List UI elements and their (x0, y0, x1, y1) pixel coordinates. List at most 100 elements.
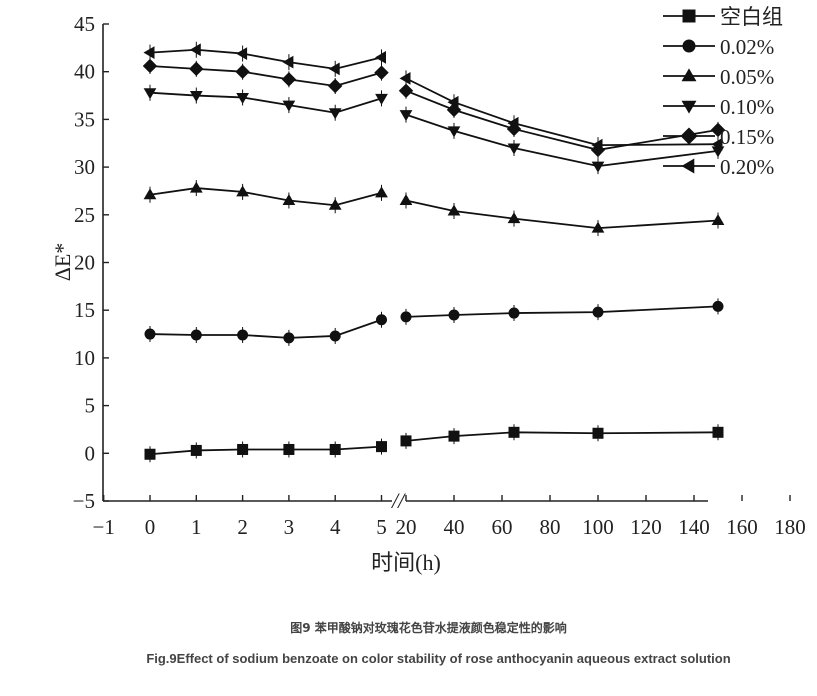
data-point (189, 43, 201, 57)
data-point (375, 93, 388, 105)
data-point (508, 426, 520, 438)
x-tick-label: 140 (678, 515, 710, 539)
data-point (507, 143, 521, 155)
data-point (376, 314, 387, 326)
data-point (374, 65, 389, 80)
data-point (189, 91, 203, 103)
data-point (399, 110, 413, 122)
y-tick-label: 15 (74, 298, 95, 322)
data-point (448, 309, 460, 321)
series-line (149, 318, 382, 339)
data-point (237, 443, 249, 455)
data-point (376, 441, 387, 453)
data-point (712, 426, 724, 438)
legend-entry-1: 0.02% (663, 35, 774, 59)
data-point (398, 83, 414, 98)
y-tick-label: 0 (85, 441, 96, 465)
legend-label: 0.02% (720, 35, 774, 59)
y-tick-label: 30 (74, 155, 95, 179)
data-point (327, 78, 343, 94)
x-tick-label: 160 (726, 515, 758, 539)
data-point (507, 116, 519, 130)
data-point (328, 62, 340, 76)
data-point (328, 108, 342, 120)
data-point (400, 435, 412, 447)
x-tick-label: 5 (376, 515, 387, 539)
x-tick-label: 120 (630, 515, 662, 539)
legend-marker (682, 39, 696, 53)
data-point (282, 193, 296, 205)
data-point (447, 126, 461, 138)
legend-label: 空白组 (720, 5, 783, 29)
series-2 (143, 180, 725, 237)
legend-label: 0.10% (720, 95, 774, 119)
data-point (375, 51, 386, 64)
y-tick-label: 45 (74, 12, 95, 36)
y-axis-title: ΔE* (50, 243, 75, 282)
y-tick-label: −5 (73, 489, 95, 513)
x-axis-title: 时间(h) (371, 550, 441, 575)
series-4 (142, 57, 726, 158)
data-point (235, 64, 250, 79)
data-point (143, 46, 155, 59)
data-point (143, 188, 157, 200)
x-tick-label: 3 (284, 515, 295, 539)
data-point (400, 311, 412, 323)
legend-marker (681, 68, 697, 82)
legend-marker (680, 127, 698, 145)
data-point (190, 329, 202, 341)
series-5 (143, 41, 723, 154)
series-line (149, 445, 382, 456)
data-point (283, 332, 295, 344)
data-point (282, 100, 296, 112)
series-line (149, 91, 382, 114)
data-point (447, 204, 461, 216)
data-point (399, 193, 413, 205)
series-line (149, 48, 382, 70)
data-point (142, 58, 158, 74)
data-point (236, 47, 248, 60)
y-tick-label: 35 (74, 107, 95, 131)
legend-marker (681, 100, 697, 114)
data-point (592, 306, 604, 318)
legend-entry-0: 空白组 (663, 5, 783, 29)
x-tick-label: 20 (396, 515, 417, 539)
series-line (149, 65, 382, 87)
x-tick-label: 100 (582, 515, 614, 539)
data-point (591, 138, 603, 152)
data-point (711, 214, 725, 226)
data-point (236, 92, 249, 104)
legend-entry-2: 0.05% (663, 65, 774, 89)
data-point (591, 161, 605, 173)
legend-entry-4: 0.15% (663, 125, 774, 149)
data-point (190, 444, 202, 456)
y-tick-label: 5 (85, 394, 96, 418)
legend-label: 0.05% (720, 65, 774, 89)
legend-marker (682, 9, 696, 23)
data-point (281, 72, 297, 87)
caption-english: Fig.9Effect of sodium benzoate on color … (146, 651, 731, 666)
x-tick-label: 4 (330, 515, 341, 539)
data-point (144, 448, 156, 460)
series-1 (144, 298, 724, 346)
x-tick-label: 1 (191, 515, 202, 539)
y-tick-label: 10 (74, 346, 95, 370)
data-point (375, 186, 388, 198)
data-point (143, 88, 157, 100)
data-point (189, 61, 204, 77)
legend-label: 0.15% (720, 125, 774, 149)
data-point (189, 181, 203, 193)
data-point (507, 212, 521, 224)
data-point (399, 72, 411, 85)
series-0 (144, 424, 724, 463)
x-tick-label: 60 (492, 515, 513, 539)
data-point (237, 329, 249, 341)
x-tick-label: 2 (237, 515, 248, 539)
y-tick-label: 20 (74, 251, 95, 275)
data-point (328, 198, 342, 210)
x-tick-label: 40 (444, 515, 465, 539)
data-point (447, 95, 459, 109)
x-tick-label: 80 (540, 515, 561, 539)
data-point (712, 300, 724, 312)
